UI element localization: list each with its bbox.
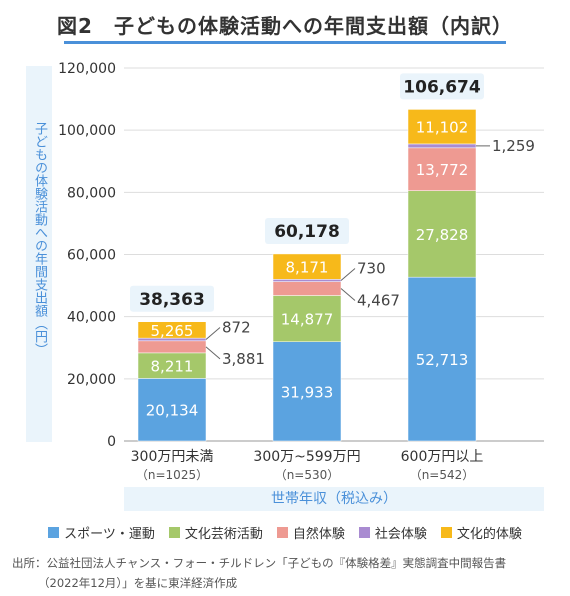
- total-label-box: [130, 285, 214, 312]
- legend-swatch: [168, 526, 180, 538]
- leader-line: [340, 268, 356, 281]
- title-underline: [64, 41, 506, 44]
- bar-segment: [407, 190, 477, 278]
- bar-segment: [272, 279, 342, 282]
- chart-title: 図2 子どもの体験活動への年間支出額（内訳）: [57, 14, 513, 38]
- bar-segment: [272, 281, 342, 296]
- y-tick-label: 20,000: [67, 372, 116, 388]
- legend-swatch: [48, 526, 60, 538]
- leader-line: [205, 327, 221, 340]
- legend: スポーツ・運動 文化芸術活動 自然体験 社会体験 文化的体験: [0, 520, 570, 544]
- category-sample-size: （n=1025）: [136, 468, 208, 482]
- total-value-label: 60,178: [274, 222, 340, 242]
- bar-segment: [137, 340, 207, 354]
- bar-segment: [272, 295, 342, 342]
- segment-value-label: 11,102: [416, 119, 469, 137]
- segment-value-label: 3,881: [222, 350, 265, 368]
- segment-value-label: 4,467: [357, 292, 400, 310]
- bar-segment: [272, 341, 342, 442]
- legend-item: 社会体験: [358, 523, 427, 542]
- bar-segment: [137, 378, 207, 442]
- segment-value-label: 20,134: [146, 402, 199, 420]
- stacked-bar-chart: 020,00040,00060,00080,000100,000120,000 …: [58, 61, 544, 482]
- y-tick-label: 80,000: [67, 185, 116, 201]
- segment-value-label: 14,877: [281, 311, 334, 329]
- legend-label: 自然体験: [292, 526, 345, 542]
- legend-item: 文化的体験: [440, 523, 522, 542]
- total-label-box: [400, 73, 484, 100]
- source-line-2: （2022年12月）」を基に東洋経済作成: [38, 576, 238, 590]
- data-labels: 20,134 8,211 5,265 872 3,881 38,363 31,933 14,8…: [130, 73, 535, 420]
- legend-label: 文化的体験: [456, 526, 522, 542]
- legend-item: 文化芸術活動: [168, 523, 263, 542]
- category-label: 600万円以上: [401, 449, 484, 465]
- segment-value-label: 52,713: [416, 351, 469, 369]
- bar-segment: [137, 321, 207, 339]
- leader-line: [340, 288, 356, 301]
- legend-swatch: [276, 526, 288, 538]
- legend-item: スポーツ・運動: [48, 523, 155, 542]
- y-axis-label: 子どもの体験活動への年間支出額（円）: [32, 122, 47, 356]
- y-tick-label: 100,000: [58, 123, 116, 139]
- y-axis-label-box: 子どもの体験活動への年間支出額（円）: [26, 66, 52, 442]
- leader-line: [205, 346, 221, 360]
- segment-value-label: 8,171: [286, 259, 329, 277]
- total-value-label: 38,363: [139, 290, 205, 310]
- segment-value-label: 27,828: [416, 226, 469, 244]
- bars: [137, 109, 477, 442]
- category-label: 300万~599万円: [253, 449, 360, 465]
- segment-value-label: 31,933: [281, 383, 334, 401]
- bar-segment: [407, 143, 477, 149]
- legend-item: 自然体験: [276, 523, 345, 542]
- bar-segment: [407, 276, 477, 442]
- category-label: 300万円未満: [131, 449, 214, 465]
- source-line-1: 出所：公益社団法人チャンス・フォー・チルドレン「子どもの『体験格差』実態調査中間…: [12, 556, 507, 570]
- legend-swatch: [358, 526, 370, 538]
- y-tick-label: 60,000: [67, 248, 116, 264]
- total-value-label: 106,674: [403, 77, 481, 97]
- segment-value-label: 5,265: [151, 322, 194, 340]
- segment-value-label: 8,211: [151, 358, 194, 376]
- legend-label: スポーツ・運動: [64, 526, 155, 542]
- y-tick-label: 40,000: [67, 310, 116, 326]
- y-tick-label: 0: [107, 434, 116, 450]
- y-tick-label: 120,000: [58, 61, 116, 77]
- segment-value-label: 13,772: [416, 161, 469, 179]
- segment-value-label: 1,259: [492, 137, 535, 155]
- segment-value-label: 872: [222, 318, 251, 336]
- y-axis-ticks: 0 20,000 40,000 60,000 80,000 100,000 120,000: [58, 61, 116, 450]
- category-sample-size: （n=542）: [410, 468, 475, 482]
- segment-value-label: 730: [357, 259, 386, 277]
- legend-label: 文化芸術活動: [184, 526, 263, 542]
- legend-swatch: [440, 526, 452, 538]
- bar-segment: [137, 352, 207, 379]
- source-note: 出所：公益社団法人チャンス・フォー・チルドレン「子どもの『体験格差』実態調査中間…: [12, 553, 560, 593]
- category-sample-size: （n=530）: [275, 468, 340, 482]
- bar-segment: [272, 253, 342, 280]
- bar-segment: [407, 147, 477, 191]
- x-axis-ticks: 300万円未満 （n=1025） 300万~599万円 （n=530） 600万円以上 （…: [131, 449, 484, 482]
- legend-label: 社会体験: [374, 526, 427, 542]
- bar-segment: [407, 109, 477, 145]
- total-label-box: [265, 217, 349, 244]
- x-axis-label: 世帯年収（税込み）: [124, 487, 544, 511]
